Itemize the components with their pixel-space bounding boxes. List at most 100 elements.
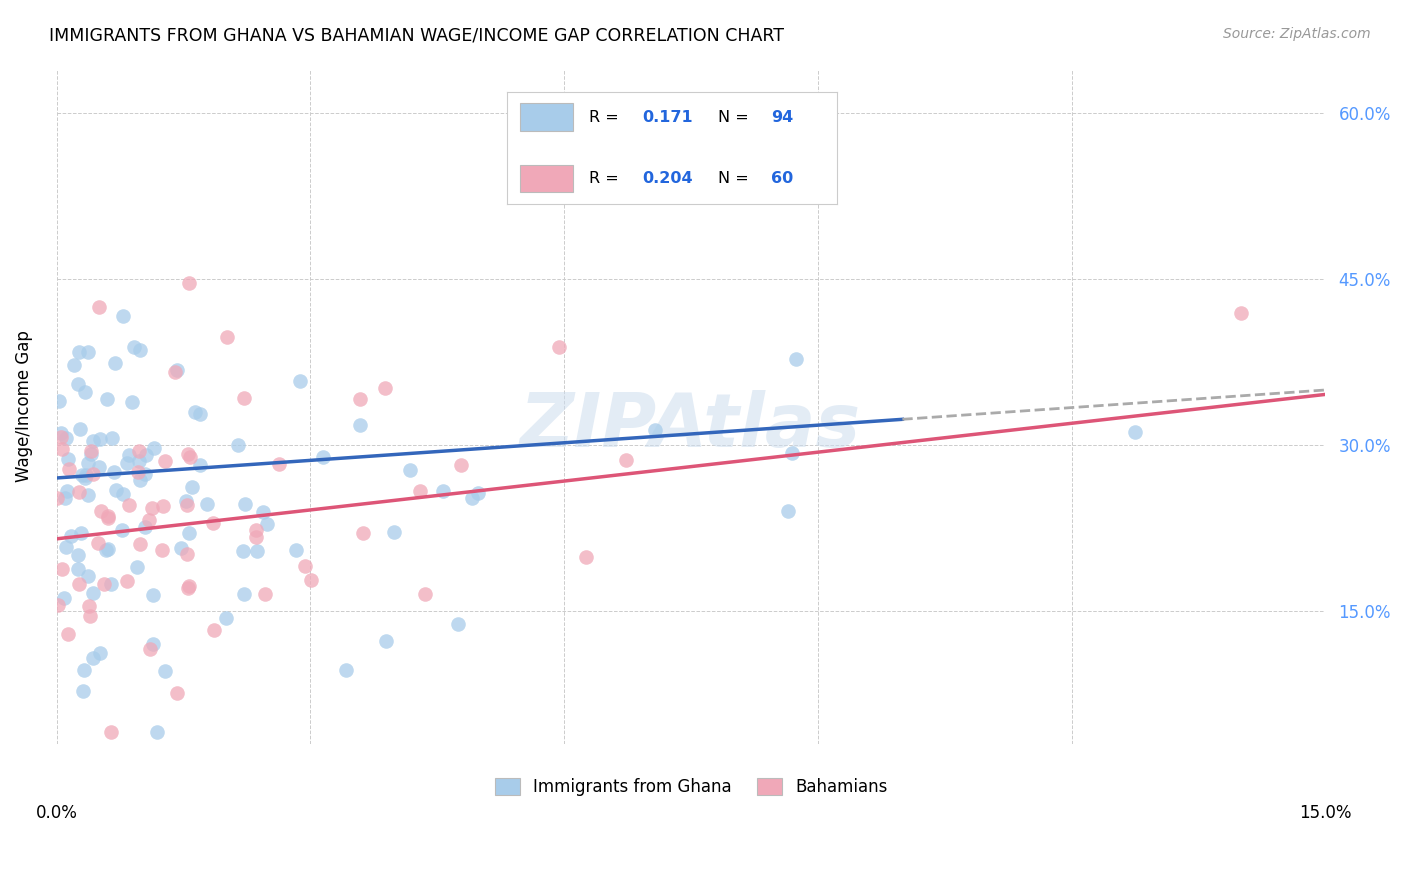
Point [97,509,120,524]
Point [312,450,335,464]
Point [82,467,104,481]
Point [176,547,198,561]
Point [104,356,127,370]
Point [285,543,308,558]
Point [51,442,73,456]
Point [100,577,122,591]
Point [142,637,165,651]
Point [75,385,97,400]
Point [89,432,111,446]
Point [77,569,100,583]
Point [67,562,90,576]
Point [374,634,396,648]
Point [174,494,197,508]
Point [409,484,432,499]
Point [245,530,267,544]
Point [49,425,72,440]
Point [134,467,156,482]
Point [177,276,200,290]
Point [53,591,76,606]
Point [217,330,239,344]
Point [141,500,163,515]
Point [152,499,174,513]
Point [77,456,100,470]
Point [288,374,311,388]
Point [245,524,267,538]
Point [80,444,103,458]
Point [166,686,188,700]
Point [93,577,115,591]
Text: ZIPAtlas: ZIPAtlas [520,390,862,463]
Point [111,309,134,323]
Point [163,364,186,378]
Point [82,586,104,600]
Point [150,542,173,557]
Point [67,485,90,500]
Point [77,487,100,501]
Point [256,517,278,532]
Point [575,549,598,564]
Point [1229,306,1251,320]
Point [138,512,160,526]
Point [253,587,276,601]
Point [180,480,202,494]
Point [177,582,200,596]
Point [399,463,422,477]
Point [294,559,316,574]
Point [166,363,188,377]
Point [97,542,120,557]
Point [780,446,803,460]
Point [117,574,139,589]
Point [153,664,176,678]
Point [82,434,104,448]
Point [69,525,91,540]
Point [72,684,94,698]
Point [176,498,198,512]
Y-axis label: Wage/Income Gap: Wage/Income Gap [15,330,32,482]
Point [252,505,274,519]
Text: IMMIGRANTS FROM GHANA VS BAHAMIAN WAGE/INCOME GAP CORRELATION CHART: IMMIGRANTS FROM GHANA VS BAHAMIAN WAGE/I… [49,27,785,45]
Point [77,599,100,613]
Point [73,663,96,677]
Point [233,391,256,405]
Point [267,457,290,471]
Point [374,380,396,394]
Point [447,617,470,632]
Point [201,516,224,530]
Point [467,486,489,500]
Point [232,544,254,558]
Point [1125,425,1147,440]
Point [215,610,238,624]
Point [127,465,149,479]
Point [125,560,148,574]
Point [785,351,807,366]
Point [413,586,436,600]
Point [138,642,160,657]
Point [49,430,72,444]
Point [128,454,150,468]
Point [170,541,193,555]
Point [177,447,200,461]
Text: 0.0%: 0.0% [35,805,77,822]
Point [135,448,157,462]
Point [115,456,138,470]
Point [67,577,90,591]
Point [100,725,122,739]
Point [644,423,666,437]
Point [128,443,150,458]
Point [146,725,169,739]
Point [56,483,79,498]
Point [118,498,141,512]
Point [349,392,371,407]
Point [48,393,70,408]
Point [195,497,218,511]
Point [450,458,472,472]
Point [89,647,111,661]
Point [179,450,201,464]
Point [66,549,89,563]
Point [63,358,86,372]
Point [69,422,91,436]
Point [461,491,484,505]
Point [233,497,256,511]
Point [245,544,267,558]
